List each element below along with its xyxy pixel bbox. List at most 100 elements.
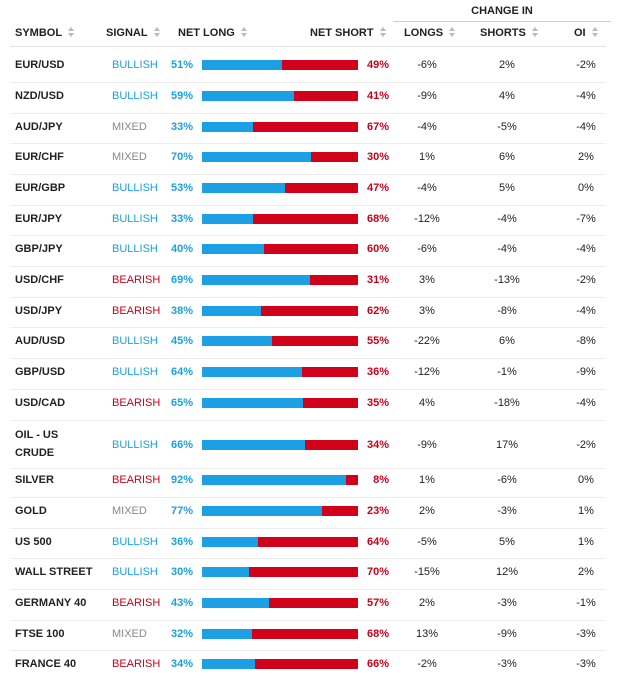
- symbol-link[interactable]: USD/CAD: [15, 397, 66, 409]
- row-divider: [10, 388, 606, 390]
- symbol-link[interactable]: FTSE 100: [15, 628, 65, 640]
- signal-label: BULLISH: [112, 566, 158, 578]
- table-row[interactable]: OIL - US CRUDE BULLISH 66% 34% -9% 17% -2%: [0, 426, 632, 466]
- shorts-column-header[interactable]: SHORTS: [480, 27, 539, 39]
- symbol-link[interactable]: OIL - US CRUDE: [15, 429, 59, 459]
- signal-label: BULLISH: [112, 243, 158, 255]
- row-divider: [10, 81, 606, 83]
- symbol-link[interactable]: USD/JPY: [15, 305, 63, 317]
- symbol-link[interactable]: GERMANY 40: [15, 597, 87, 609]
- sort-icon[interactable]: [379, 27, 387, 37]
- net-short-value: 49%: [366, 59, 389, 71]
- net-long-value: 77%: [171, 505, 194, 517]
- net-short-value: 30%: [366, 151, 389, 163]
- net-short-value: 66%: [366, 658, 389, 670]
- symbol-link[interactable]: US 500: [15, 536, 52, 548]
- net-long-column-header[interactable]: NET LONG: [178, 27, 248, 39]
- table-row[interactable]: GERMANY 40 BEARISH 43% 57% 2% -3% -1%: [0, 595, 632, 615]
- table-row[interactable]: WALL STREET BULLISH 30% 70% -15% 12% 2%: [0, 564, 632, 584]
- signal-label: MIXED: [112, 121, 147, 133]
- symbol-link[interactable]: FRANCE 40: [15, 658, 77, 670]
- table-row[interactable]: SILVER BEARISH 92% 8% 1% -6% 0%: [0, 472, 632, 492]
- net-long-value: 33%: [171, 213, 194, 225]
- symbol-link[interactable]: EUR/JPY: [15, 213, 63, 225]
- oi-column-header[interactable]: OI: [574, 27, 599, 39]
- symbol-link[interactable]: GOLD: [15, 505, 47, 517]
- symbol-link[interactable]: USD/CHF: [15, 274, 64, 286]
- longs-column-header[interactable]: LONGS: [404, 27, 456, 39]
- sort-icon[interactable]: [240, 27, 248, 37]
- net-long-value: 38%: [171, 305, 194, 317]
- signal-label: BULLISH: [112, 213, 158, 225]
- sort-icon[interactable]: [68, 27, 75, 37]
- net-long-value: 70%: [171, 151, 194, 163]
- shorts-change-value: 5%: [499, 182, 515, 194]
- signal-label: MIXED: [112, 628, 147, 640]
- net-short-value: 31%: [366, 274, 389, 286]
- signal-label: BULLISH: [112, 366, 158, 378]
- signal-label: BULLISH: [112, 90, 158, 102]
- longs-change-value: -15%: [414, 566, 440, 578]
- net-long-fill: [202, 91, 295, 101]
- net-short-value: 67%: [366, 121, 389, 133]
- sort-icon[interactable]: [531, 27, 539, 37]
- signal-label: BEARISH: [112, 597, 161, 609]
- longs-change-value: -9%: [417, 439, 437, 451]
- sort-icon[interactable]: [153, 27, 161, 37]
- table-row[interactable]: AUD/USD BULLISH 45% 55% -22% 6% -8%: [0, 333, 632, 353]
- net-long-fill: [202, 275, 310, 285]
- shorts-change-value: -6%: [497, 474, 517, 486]
- longs-change-value: -5%: [417, 536, 437, 548]
- shorts-change-value: -5%: [497, 121, 517, 133]
- table-row[interactable]: FRANCE 40 BEARISH 34% 66% -2% -3% -3%: [0, 656, 632, 676]
- symbol-link[interactable]: GBP/USD: [15, 366, 66, 378]
- longs-change-value: -2%: [417, 658, 437, 670]
- table-row[interactable]: GBP/JPY BULLISH 40% 60% -6% -4% -4%: [0, 241, 632, 261]
- sentiment-bar: [202, 214, 358, 224]
- sort-icon[interactable]: [449, 27, 456, 37]
- table-row[interactable]: EUR/GBP BULLISH 53% 47% -4% 5% 0%: [0, 180, 632, 200]
- signal-label: BEARISH: [112, 474, 161, 486]
- table-row[interactable]: EUR/CHF MIXED 70% 30% 1% 6% 2%: [0, 149, 632, 169]
- table-row[interactable]: USD/CHF BEARISH 69% 31% 3% -13% -2%: [0, 272, 632, 292]
- net-long-value: 36%: [171, 536, 194, 548]
- net-long-fill: [202, 336, 273, 346]
- net-long-value: 40%: [171, 243, 194, 255]
- net-short-value: 57%: [366, 597, 389, 609]
- symbol-column-header[interactable]: SYMBOL: [15, 27, 75, 39]
- symbol-link[interactable]: WALL STREET: [15, 566, 93, 578]
- table-row[interactable]: GOLD MIXED 77% 23% 2% -3% 1%: [0, 503, 632, 523]
- symbol-link[interactable]: EUR/GBP: [15, 182, 66, 194]
- oi-change-value: -4%: [576, 397, 596, 409]
- sort-icon[interactable]: [591, 27, 599, 37]
- longs-change-value: 3%: [419, 274, 435, 286]
- oi-change-value: 1%: [578, 505, 594, 517]
- table-row[interactable]: USD/JPY BEARISH 38% 62% 3% -8% -4%: [0, 303, 632, 323]
- table-row[interactable]: NZD/USD BULLISH 59% 41% -9% 4% -4%: [0, 88, 632, 108]
- longs-change-value: 2%: [419, 597, 435, 609]
- symbol-link[interactable]: SILVER: [15, 474, 54, 486]
- longs-change-value: 1%: [419, 151, 435, 163]
- oi-change-value: -4%: [576, 305, 596, 317]
- symbol-link[interactable]: GBP/JPY: [15, 243, 63, 255]
- table-row[interactable]: FTSE 100 MIXED 32% 68% 13% -9% -3%: [0, 626, 632, 646]
- table-row[interactable]: US 500 BULLISH 36% 64% -5% 5% 1%: [0, 534, 632, 554]
- table-row[interactable]: AUD/JPY MIXED 33% 67% -4% -5% -4%: [0, 119, 632, 139]
- symbol-link[interactable]: AUD/JPY: [15, 121, 63, 133]
- net-long-fill: [202, 306, 262, 316]
- net-short-column-header[interactable]: NET SHORT: [310, 27, 387, 39]
- oi-change-value: -1%: [576, 597, 596, 609]
- table-row[interactable]: EUR/JPY BULLISH 33% 68% -12% -4% -7%: [0, 211, 632, 231]
- signal-column-header[interactable]: SIGNAL: [106, 27, 161, 39]
- signal-label: BULLISH: [112, 439, 158, 451]
- symbol-link[interactable]: AUD/USD: [15, 335, 66, 347]
- table-row[interactable]: EUR/USD BULLISH 51% 49% -6% 2% -2%: [0, 57, 632, 77]
- net-long-value: 33%: [171, 121, 194, 133]
- symbol-link[interactable]: EUR/USD: [15, 59, 65, 71]
- table-row[interactable]: USD/CAD BEARISH 65% 35% 4% -18% -4%: [0, 395, 632, 415]
- shorts-change-value: -18%: [494, 397, 520, 409]
- longs-header-label: LONGS: [404, 27, 444, 39]
- symbol-link[interactable]: NZD/USD: [15, 90, 64, 102]
- table-row[interactable]: GBP/USD BULLISH 64% 36% -12% -1% -9%: [0, 364, 632, 384]
- symbol-link[interactable]: EUR/CHF: [15, 151, 64, 163]
